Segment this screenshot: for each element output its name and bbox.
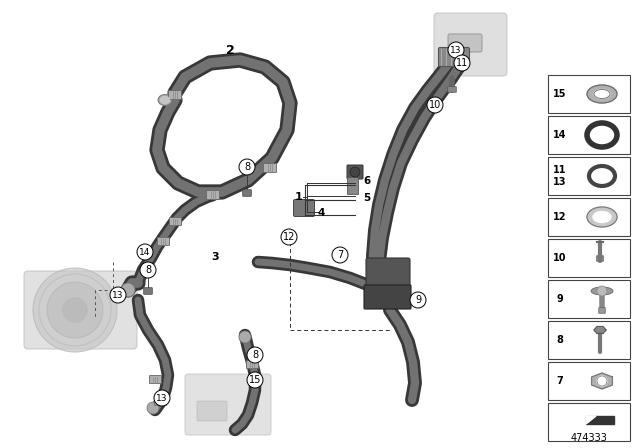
FancyBboxPatch shape	[243, 190, 252, 196]
Circle shape	[597, 376, 607, 386]
Bar	[548, 157, 630, 195]
Circle shape	[239, 331, 251, 343]
Text: 3: 3	[211, 252, 219, 262]
Text: 2: 2	[226, 43, 234, 56]
FancyBboxPatch shape	[168, 90, 182, 99]
FancyBboxPatch shape	[366, 258, 410, 292]
Circle shape	[247, 372, 263, 388]
Text: 15: 15	[553, 89, 567, 99]
FancyBboxPatch shape	[185, 374, 271, 435]
Bar	[548, 75, 630, 113]
FancyBboxPatch shape	[207, 190, 220, 199]
Text: 7: 7	[337, 250, 343, 260]
FancyBboxPatch shape	[264, 164, 276, 172]
Text: 8: 8	[252, 350, 258, 360]
FancyBboxPatch shape	[150, 375, 161, 383]
FancyBboxPatch shape	[448, 34, 482, 52]
Ellipse shape	[158, 95, 172, 105]
Text: 7: 7	[557, 376, 563, 386]
FancyBboxPatch shape	[596, 256, 604, 261]
Circle shape	[63, 298, 87, 322]
Circle shape	[332, 247, 348, 263]
Ellipse shape	[591, 287, 613, 295]
Text: 4: 4	[318, 208, 325, 218]
Text: 14: 14	[140, 247, 150, 257]
Circle shape	[239, 159, 255, 175]
FancyBboxPatch shape	[294, 199, 314, 216]
Circle shape	[154, 390, 170, 406]
Circle shape	[137, 244, 153, 260]
Circle shape	[454, 55, 470, 71]
Text: 8: 8	[145, 265, 151, 275]
Text: 12: 12	[283, 232, 295, 242]
Text: 10: 10	[553, 253, 567, 263]
Circle shape	[448, 42, 464, 58]
Bar	[548, 198, 630, 236]
Polygon shape	[591, 373, 612, 389]
Text: 11: 11	[456, 58, 468, 68]
Text: 8: 8	[244, 162, 250, 172]
Polygon shape	[586, 416, 614, 424]
Text: 13: 13	[112, 290, 124, 300]
FancyBboxPatch shape	[347, 165, 363, 179]
Text: 11
13: 11 13	[553, 165, 567, 187]
Bar	[548, 362, 630, 400]
FancyBboxPatch shape	[438, 47, 470, 66]
Circle shape	[110, 287, 126, 303]
Circle shape	[597, 286, 607, 296]
Text: 13: 13	[156, 393, 168, 402]
FancyBboxPatch shape	[434, 13, 507, 76]
Bar	[548, 321, 630, 359]
Circle shape	[350, 167, 360, 177]
FancyBboxPatch shape	[170, 217, 182, 225]
FancyBboxPatch shape	[598, 308, 605, 313]
Text: 1: 1	[295, 192, 303, 202]
Text: 12: 12	[553, 212, 567, 222]
Text: 14: 14	[553, 130, 567, 140]
Bar	[548, 403, 630, 441]
Polygon shape	[594, 327, 606, 333]
Text: 9: 9	[557, 294, 563, 304]
Polygon shape	[586, 416, 596, 424]
Text: 6: 6	[363, 176, 371, 186]
Ellipse shape	[593, 211, 611, 223]
Circle shape	[33, 268, 117, 352]
Text: 474333: 474333	[571, 433, 607, 443]
FancyBboxPatch shape	[246, 361, 259, 369]
Circle shape	[47, 282, 103, 338]
FancyBboxPatch shape	[24, 271, 137, 349]
Circle shape	[121, 283, 135, 297]
Bar	[548, 239, 630, 277]
Circle shape	[247, 347, 263, 363]
FancyBboxPatch shape	[448, 87, 456, 92]
FancyBboxPatch shape	[144, 288, 152, 294]
Bar	[548, 116, 630, 154]
Circle shape	[281, 229, 297, 245]
Circle shape	[147, 402, 159, 414]
Ellipse shape	[587, 85, 617, 103]
FancyBboxPatch shape	[348, 177, 358, 194]
Bar	[548, 280, 630, 318]
Ellipse shape	[587, 207, 617, 227]
Text: 9: 9	[415, 295, 421, 305]
Circle shape	[410, 292, 426, 308]
Circle shape	[427, 97, 443, 113]
FancyBboxPatch shape	[197, 401, 227, 421]
Text: 8: 8	[557, 335, 563, 345]
Ellipse shape	[594, 90, 610, 99]
FancyBboxPatch shape	[157, 237, 170, 246]
Text: 5: 5	[363, 193, 371, 203]
Ellipse shape	[161, 96, 170, 103]
FancyBboxPatch shape	[364, 285, 411, 309]
Text: 15: 15	[249, 375, 261, 385]
FancyBboxPatch shape	[154, 397, 166, 405]
Text: 13: 13	[451, 46, 461, 55]
Circle shape	[140, 262, 156, 278]
Text: 10: 10	[429, 100, 441, 110]
